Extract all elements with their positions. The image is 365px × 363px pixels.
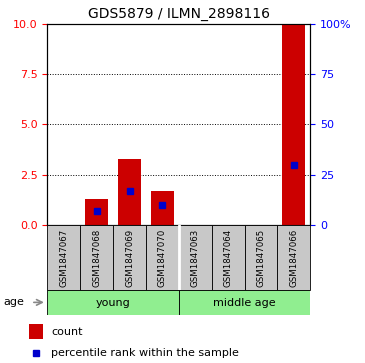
Text: GSM1847064: GSM1847064 <box>224 229 233 287</box>
Bar <box>277 225 310 290</box>
Text: GSM1847068: GSM1847068 <box>92 229 101 287</box>
Bar <box>179 225 212 290</box>
Bar <box>47 225 80 290</box>
Bar <box>151 191 174 225</box>
Text: GSM1847063: GSM1847063 <box>191 229 200 287</box>
Text: GSM1847070: GSM1847070 <box>158 229 167 287</box>
Title: GDS5879 / ILMN_2898116: GDS5879 / ILMN_2898116 <box>88 7 270 21</box>
Text: GSM1847067: GSM1847067 <box>59 229 68 287</box>
Bar <box>29 324 43 339</box>
Text: age: age <box>4 297 24 307</box>
Text: young: young <box>96 298 131 307</box>
Text: count: count <box>51 327 82 337</box>
Text: middle age: middle age <box>213 298 276 307</box>
Bar <box>245 225 277 290</box>
Text: GSM1847066: GSM1847066 <box>289 229 298 287</box>
Bar <box>179 290 310 315</box>
Bar <box>283 24 306 225</box>
Bar <box>47 290 179 315</box>
Bar <box>80 225 113 290</box>
Bar <box>118 159 141 225</box>
Bar <box>113 225 146 290</box>
Bar <box>85 199 108 225</box>
Text: GSM1847069: GSM1847069 <box>125 229 134 287</box>
Text: GSM1847065: GSM1847065 <box>257 229 265 287</box>
Bar <box>212 225 245 290</box>
Text: percentile rank within the sample: percentile rank within the sample <box>51 348 239 358</box>
Bar <box>146 225 179 290</box>
